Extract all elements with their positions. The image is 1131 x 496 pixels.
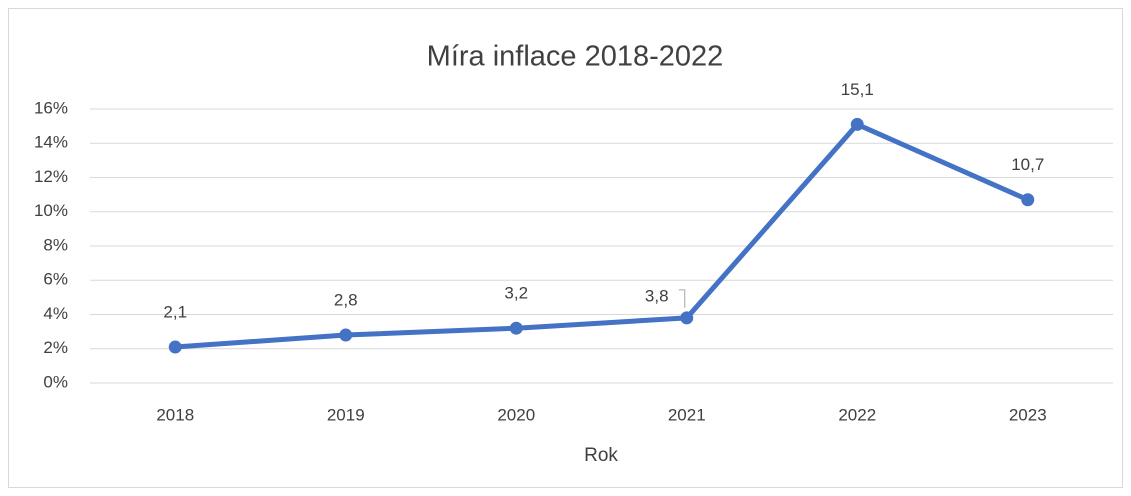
x-tick-label: 2023: [1009, 405, 1047, 424]
x-tick-label: 2021: [668, 405, 706, 424]
marker: [850, 117, 864, 131]
y-tick-label: 0%: [43, 372, 68, 391]
y-tick-label: 14%: [34, 133, 68, 152]
line: [175, 121, 1029, 350]
y-tick-label: 16%: [34, 98, 68, 117]
x-tick-label: 2020: [497, 405, 535, 424]
x-tick-label: 2022: [838, 405, 876, 424]
data-label: 3,2: [504, 284, 528, 303]
data-label: 10,7: [1011, 155, 1044, 174]
data-label: 3,8: [645, 286, 669, 305]
data-label: 2,8: [334, 291, 358, 310]
chart-border: [8, 8, 1123, 488]
y-tick-label: 2%: [43, 338, 68, 357]
data-label: 15,1: [841, 80, 874, 99]
chart-title: Míra inflace 2018-2022: [427, 41, 724, 73]
data-label: 2,1: [163, 303, 187, 322]
x-tick-label: 2018: [156, 405, 194, 424]
x-tick-label: 2019: [327, 405, 365, 424]
leader-line: [678, 289, 686, 308]
marker: [1021, 193, 1035, 207]
marker: [680, 311, 694, 325]
y-tick-label: 6%: [43, 270, 68, 289]
y-tick-label: 8%: [43, 235, 68, 254]
marker: [168, 340, 182, 354]
marker: [339, 328, 353, 342]
y-tick-label: 4%: [43, 304, 68, 323]
x-axis-title: Rok: [584, 445, 618, 466]
marker: [509, 321, 523, 335]
y-tick-label: 10%: [34, 201, 68, 220]
y-tick-label: 12%: [34, 167, 68, 186]
